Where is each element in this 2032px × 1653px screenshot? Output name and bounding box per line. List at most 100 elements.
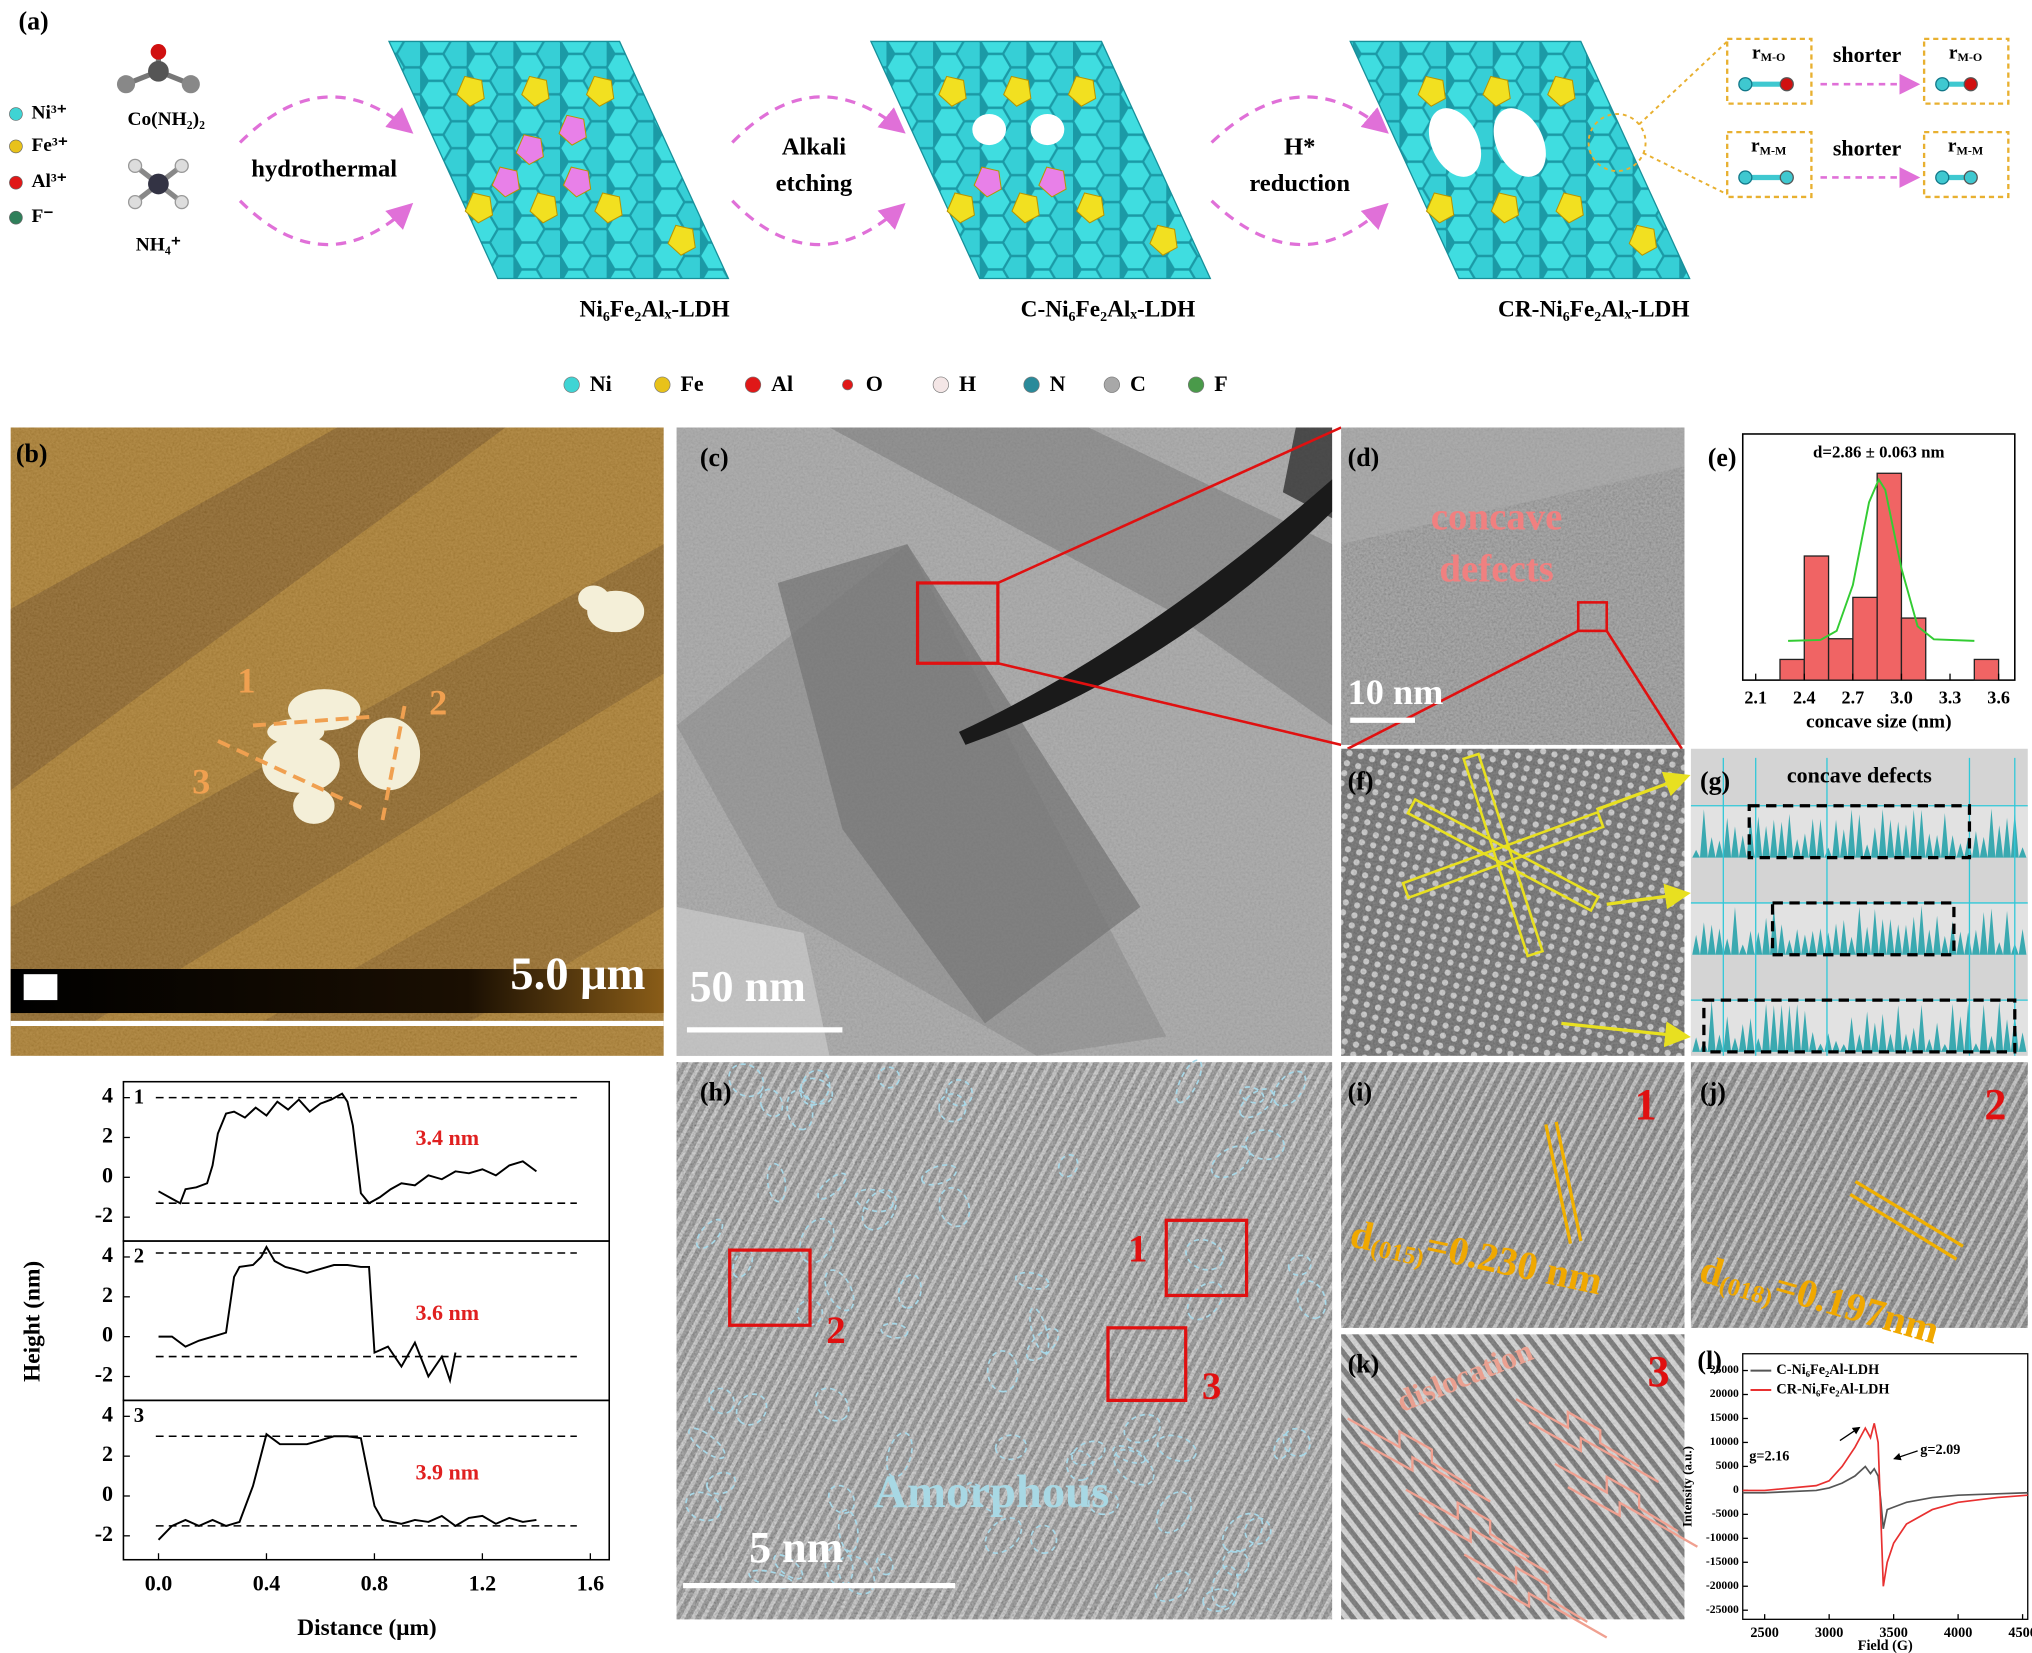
zoom-line	[1605, 630, 1683, 750]
amorphous-region	[817, 1172, 847, 1200]
amorphous-region	[1156, 1434, 1197, 1463]
scale-bar-label: 50 nm	[690, 962, 806, 1011]
fe-site	[529, 192, 558, 224]
atom-key	[1187, 376, 1205, 393]
dislocation-marker	[1515, 1398, 1660, 1484]
step-height: 3.6 nm	[415, 1300, 479, 1325]
x-tick-label: 2.1	[1744, 688, 1767, 708]
amorphous-region	[759, 1088, 784, 1118]
x-tick-label: 3.0	[1890, 688, 1913, 708]
y-tick-label: 4	[102, 1083, 113, 1108]
intensity-profile	[1692, 808, 2027, 858]
amorphous-region	[786, 1089, 814, 1131]
process-arrow	[238, 199, 414, 247]
y-tick-label: 25000	[1710, 1363, 1739, 1376]
x-tick-label: 4500	[2008, 1625, 2032, 1641]
bond-atom	[1935, 170, 1950, 185]
amorphous-region	[1202, 1588, 1236, 1612]
amorphous-region	[984, 1517, 1023, 1554]
x-tick-label: 2.7	[1842, 688, 1865, 708]
panel-label: (c)	[700, 443, 729, 472]
region-label: 2	[826, 1309, 845, 1352]
bond-atom	[1963, 170, 1978, 185]
molecule	[116, 44, 200, 94]
al-site	[562, 166, 592, 198]
bond-atom	[1779, 170, 1794, 185]
x-tick-label: 0.0	[145, 1571, 173, 1596]
concave-defect	[1493, 108, 1546, 177]
line-profile-box	[1406, 797, 1600, 913]
y-tick-label: -2	[95, 1521, 113, 1546]
y-axis-label: Intensity (a.u.)	[1679, 1446, 1694, 1527]
amorphous-region	[938, 1093, 967, 1123]
fe-site	[1076, 192, 1105, 224]
ion-marker	[9, 210, 23, 225]
x-tick-label: 3000	[1815, 1625, 1844, 1641]
micrograph-noise	[1341, 1334, 1685, 1620]
x-tick-label: 1.2	[469, 1571, 497, 1596]
x-tick-label: 0.4	[253, 1571, 281, 1596]
fringe-marker	[1854, 1180, 1964, 1248]
x-axis-label: Distance (μm)	[297, 1615, 436, 1641]
amorphous-region	[994, 1434, 1028, 1461]
subplot-label: 3	[134, 1405, 144, 1427]
tem-rod	[959, 479, 1333, 745]
panel-label: (j)	[1700, 1078, 1726, 1107]
tem-sheet	[777, 544, 1141, 1024]
amorphous-region	[827, 1484, 856, 1514]
panel-label: (k)	[1348, 1350, 1380, 1379]
data-line	[1742, 1423, 2028, 1587]
profile-title: concave defects	[1787, 762, 1932, 787]
step-label: H*	[1284, 134, 1315, 161]
amorphous-region	[735, 1393, 768, 1426]
subscript: M-O	[1958, 50, 1983, 64]
step-height: 3.4 nm	[415, 1125, 479, 1150]
amorphous-region	[1155, 1491, 1193, 1534]
amorphous-region	[854, 1188, 894, 1213]
amorphous-region	[1123, 1413, 1162, 1444]
atom-key	[1023, 376, 1040, 393]
annotation: g=2.09	[1920, 1442, 1960, 1458]
bond-box	[1726, 130, 1813, 199]
text-part: r	[1949, 43, 1958, 64]
amorphous-region	[938, 1186, 971, 1228]
atom-label: C	[1130, 371, 1146, 396]
process-arrow	[238, 95, 414, 144]
y-tick-label: 0	[102, 1162, 113, 1187]
product-label: Ni₆Fe₂Alₓ-LDH	[580, 296, 730, 322]
dislocation-marker	[1554, 1462, 1698, 1548]
step-label: hydrothermal	[251, 156, 397, 183]
amorphous-region	[837, 1509, 859, 1553]
amorphous-label: Amorphous	[873, 1466, 1109, 1518]
y-tick-label: 5000	[1716, 1459, 1739, 1472]
atom	[148, 60, 169, 82]
step-label: etching	[776, 170, 853, 197]
amorphous-region	[877, 1066, 901, 1089]
bond-box	[1922, 130, 2010, 199]
scale-bar-label: 10 nm	[1348, 672, 1444, 712]
ion-label: F⁻	[31, 206, 53, 227]
x-tick-label: 3.6	[1987, 688, 2010, 708]
region-label: 2	[1984, 1080, 2006, 1129]
ion-label: Fe³⁺	[31, 135, 68, 156]
y-axis-label: Height (nm)	[19, 1261, 45, 1382]
amorphous-region	[875, 1553, 894, 1576]
fe-site	[521, 75, 550, 107]
profile-line-label: 3	[192, 761, 210, 801]
fe-site	[1547, 75, 1576, 107]
histogram-bar	[1900, 617, 1927, 681]
product-label: C-Ni₆Fe₂Alₓ-LDH	[1021, 296, 1196, 322]
panel-label: (e)	[1708, 443, 1737, 472]
fe-site	[946, 192, 975, 224]
y-tick-label: -5000	[1712, 1507, 1739, 1520]
fe-site	[1149, 224, 1178, 256]
amorphous-region	[773, 1553, 804, 1580]
concave-defect	[1428, 108, 1482, 177]
amorphous-region	[1186, 1281, 1224, 1321]
amorphous-region	[708, 1387, 736, 1415]
tem-region	[1341, 427, 1685, 545]
amorphous-region	[799, 1069, 831, 1106]
fe-site	[1555, 192, 1584, 224]
zoom-circle	[1587, 113, 1647, 172]
annotation-arrow	[1839, 1426, 1861, 1442]
